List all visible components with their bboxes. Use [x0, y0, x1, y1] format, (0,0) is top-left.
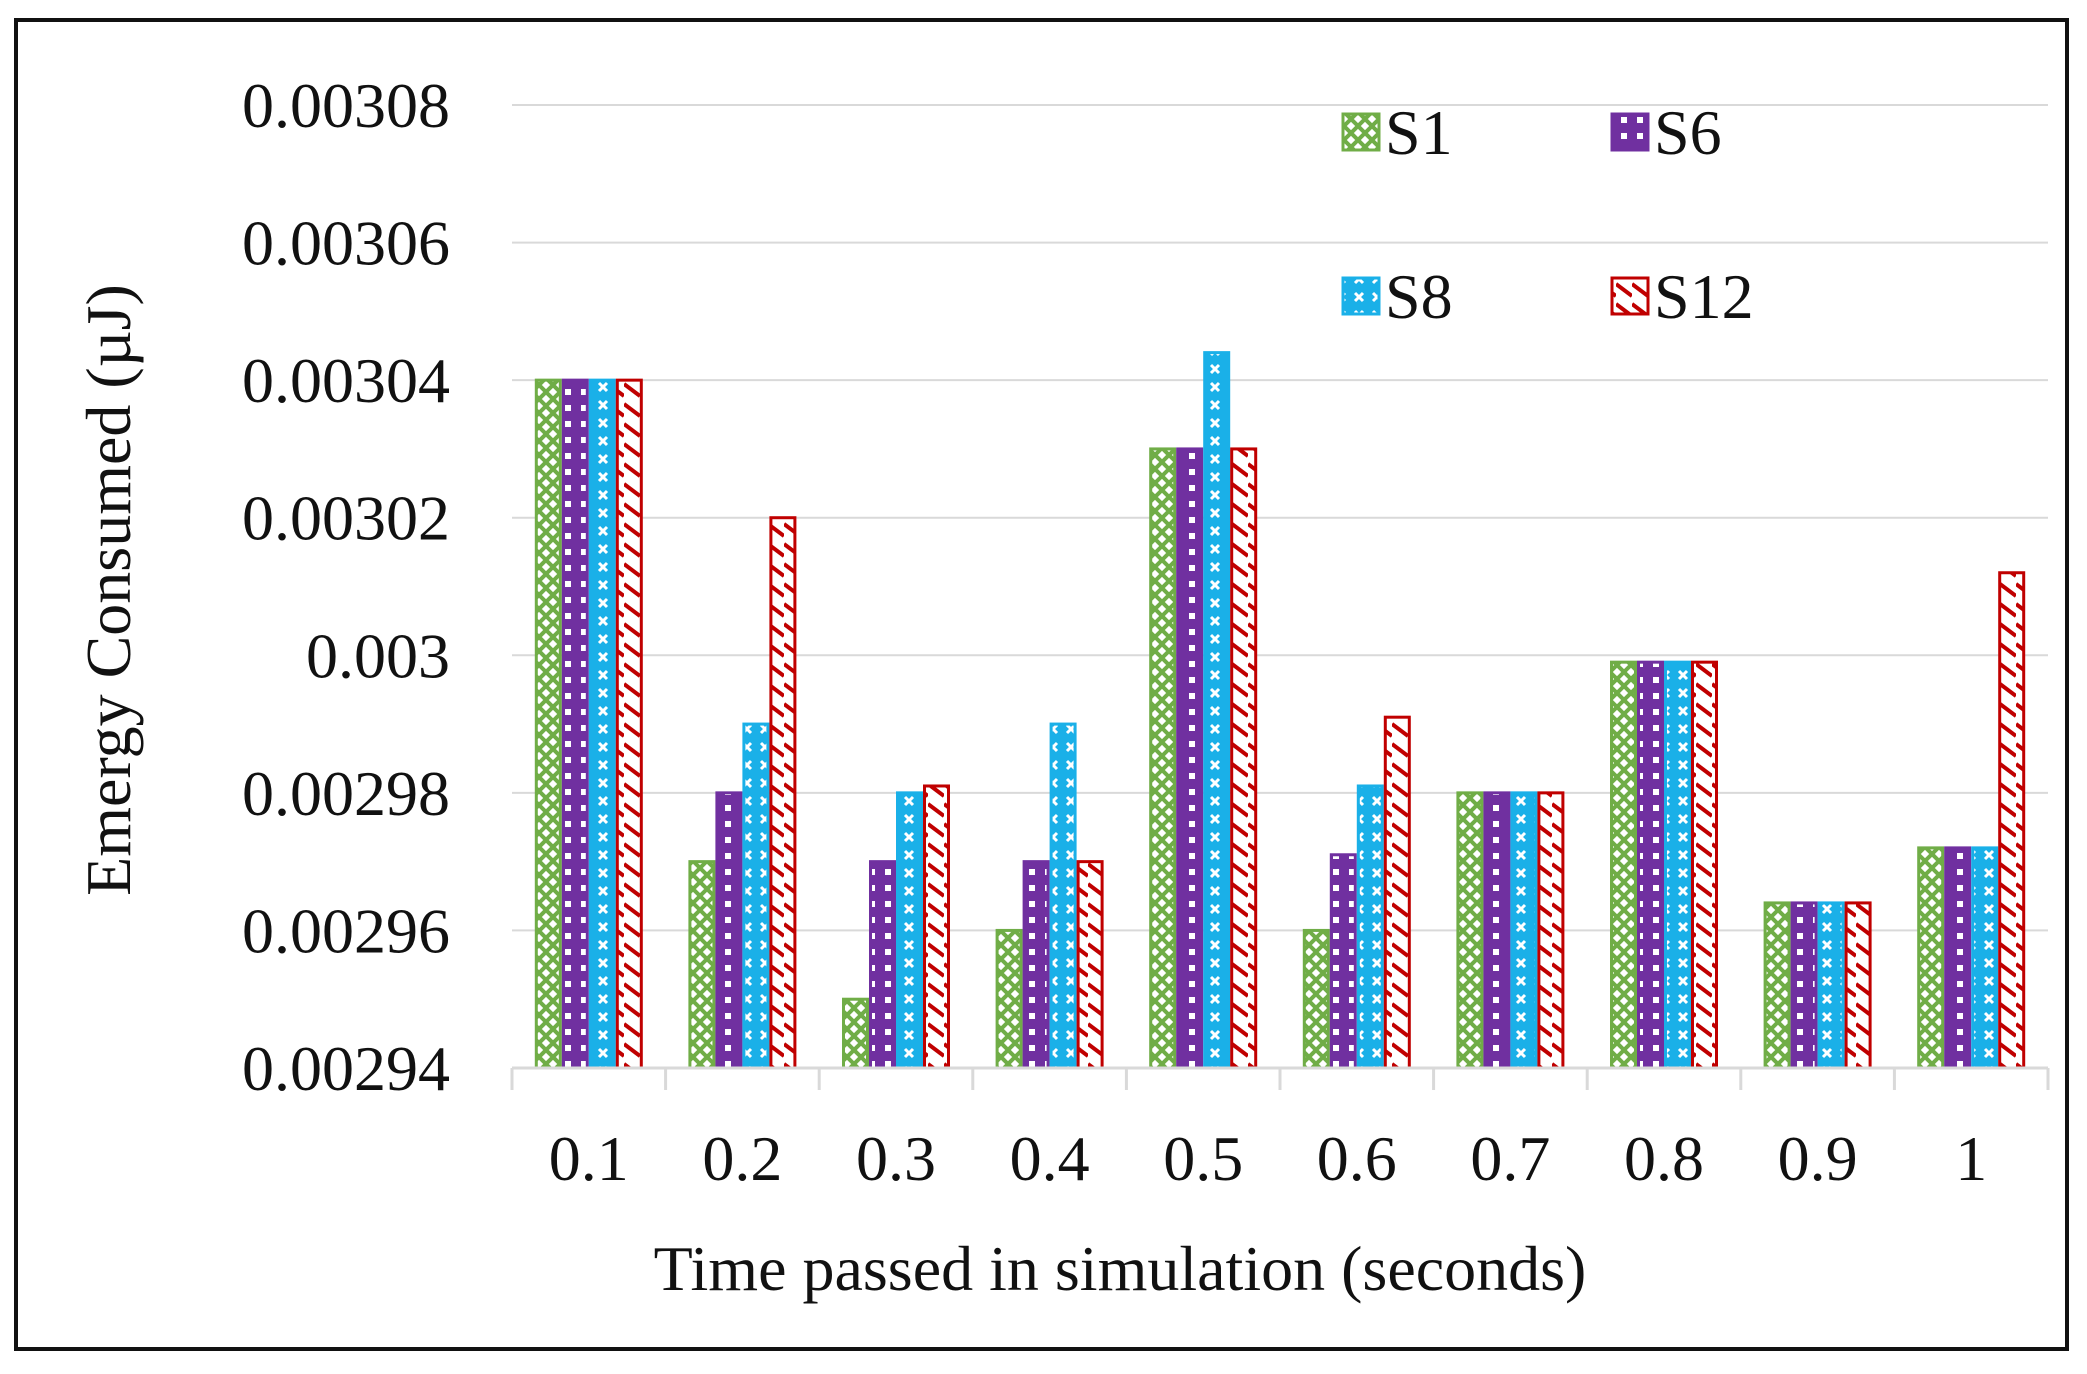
- bar-s1: [1456, 791, 1484, 1070]
- legend-label-s12: S12: [1654, 261, 1754, 332]
- legend: S1 S6 S8 S12: [1341, 97, 1754, 332]
- bar-s12: [1076, 860, 1104, 1070]
- bar-s8: [1510, 791, 1538, 1070]
- bar-s8: [1817, 901, 1845, 1070]
- bar-s1: [1302, 928, 1330, 1070]
- bar-s8: [588, 378, 616, 1070]
- bar-s8: [896, 791, 923, 1070]
- legend-label-s1: S1: [1385, 97, 1453, 168]
- x-axis: [510, 1066, 2050, 1090]
- bar-s6: [715, 791, 743, 1070]
- bar-s8: [1356, 784, 1384, 1070]
- bar-s6: [1483, 791, 1511, 1070]
- bar-s12: [1691, 660, 1718, 1070]
- bar-s8: [742, 722, 770, 1070]
- bar-s1: [1610, 660, 1637, 1070]
- y-tick-label: 0.00306: [242, 208, 450, 279]
- bar-s6: [561, 378, 589, 1070]
- legend-label-s8: S8: [1385, 261, 1453, 332]
- bar-s1: [534, 378, 562, 1070]
- x-tick-label: 0.8: [1624, 1123, 1704, 1194]
- bar-s6: [1944, 846, 1972, 1070]
- x-tick-label: 0.4: [1010, 1123, 1090, 1194]
- bar-s6: [1329, 853, 1357, 1070]
- bar-s6: [1022, 860, 1050, 1070]
- bar-s1: [1917, 846, 1945, 1070]
- x-tick-label: 0.3: [856, 1123, 936, 1194]
- bar-s12: [615, 378, 643, 1070]
- y-tick-label: 0.00294: [242, 1033, 450, 1104]
- bar-s12: [769, 516, 797, 1070]
- legend-swatch-s12: [1610, 276, 1650, 316]
- bar-s12: [1537, 791, 1565, 1070]
- bar-s6: [1637, 660, 1664, 1070]
- y-axis-ticks: 0.00294 0.00296 0.00298 0.003 0.00302 0.00304…: [242, 70, 450, 1104]
- x-tick-label: 1: [1955, 1123, 1987, 1194]
- y-tick-label: 0.00308: [242, 70, 450, 141]
- bar-s1: [1149, 447, 1177, 1070]
- y-tick-label: 0.003: [306, 620, 450, 691]
- bar-s12: [1230, 447, 1258, 1070]
- bar-s1: [842, 997, 869, 1070]
- bar-s12: [1383, 715, 1411, 1070]
- bar-s6: [869, 860, 896, 1070]
- bar-s1: [995, 928, 1023, 1070]
- legend-swatch-s8: [1341, 276, 1381, 316]
- x-tick-label: 0.2: [702, 1123, 782, 1194]
- legend-swatch-s6: [1610, 112, 1650, 152]
- x-tick-label: 0.5: [1163, 1123, 1243, 1194]
- y-axis-title: Emergy Consumed (µJ): [73, 284, 144, 896]
- bar-s6: [1790, 901, 1818, 1070]
- bar-s8: [1664, 660, 1691, 1070]
- bar-s6: [1176, 447, 1204, 1070]
- bar-s8: [1971, 846, 1999, 1070]
- chart-frame: [14, 18, 2069, 1351]
- y-tick-label: 0.00302: [242, 483, 450, 554]
- legend-swatch-s1: [1341, 112, 1381, 152]
- bar-s12: [923, 784, 950, 1070]
- bar-s1: [688, 860, 716, 1070]
- x-tick-label: 0.6: [1317, 1123, 1397, 1194]
- y-tick-label: 0.00296: [242, 895, 450, 966]
- bar-s12: [1998, 571, 2026, 1070]
- bar-s12: [1844, 901, 1872, 1070]
- legend-label-s6: S6: [1654, 97, 1722, 168]
- x-tick-label: 0.7: [1470, 1123, 1550, 1194]
- bars: [534, 351, 2026, 1070]
- x-axis-title: Time passed in simulation (seconds): [654, 1233, 1587, 1304]
- bar-s1: [1763, 901, 1791, 1070]
- y-tick-label: 0.00298: [242, 758, 450, 829]
- bar-s8: [1203, 351, 1231, 1070]
- x-axis-ticks: 0.1 0.2 0.3 0.4 0.5 0.6 0.7 0.8 0.9 1: [549, 1123, 1987, 1194]
- bar-s8: [1049, 722, 1077, 1070]
- x-tick-label: 0.1: [549, 1123, 629, 1194]
- y-tick-label: 0.00304: [242, 345, 450, 416]
- x-tick-label: 0.9: [1778, 1123, 1858, 1194]
